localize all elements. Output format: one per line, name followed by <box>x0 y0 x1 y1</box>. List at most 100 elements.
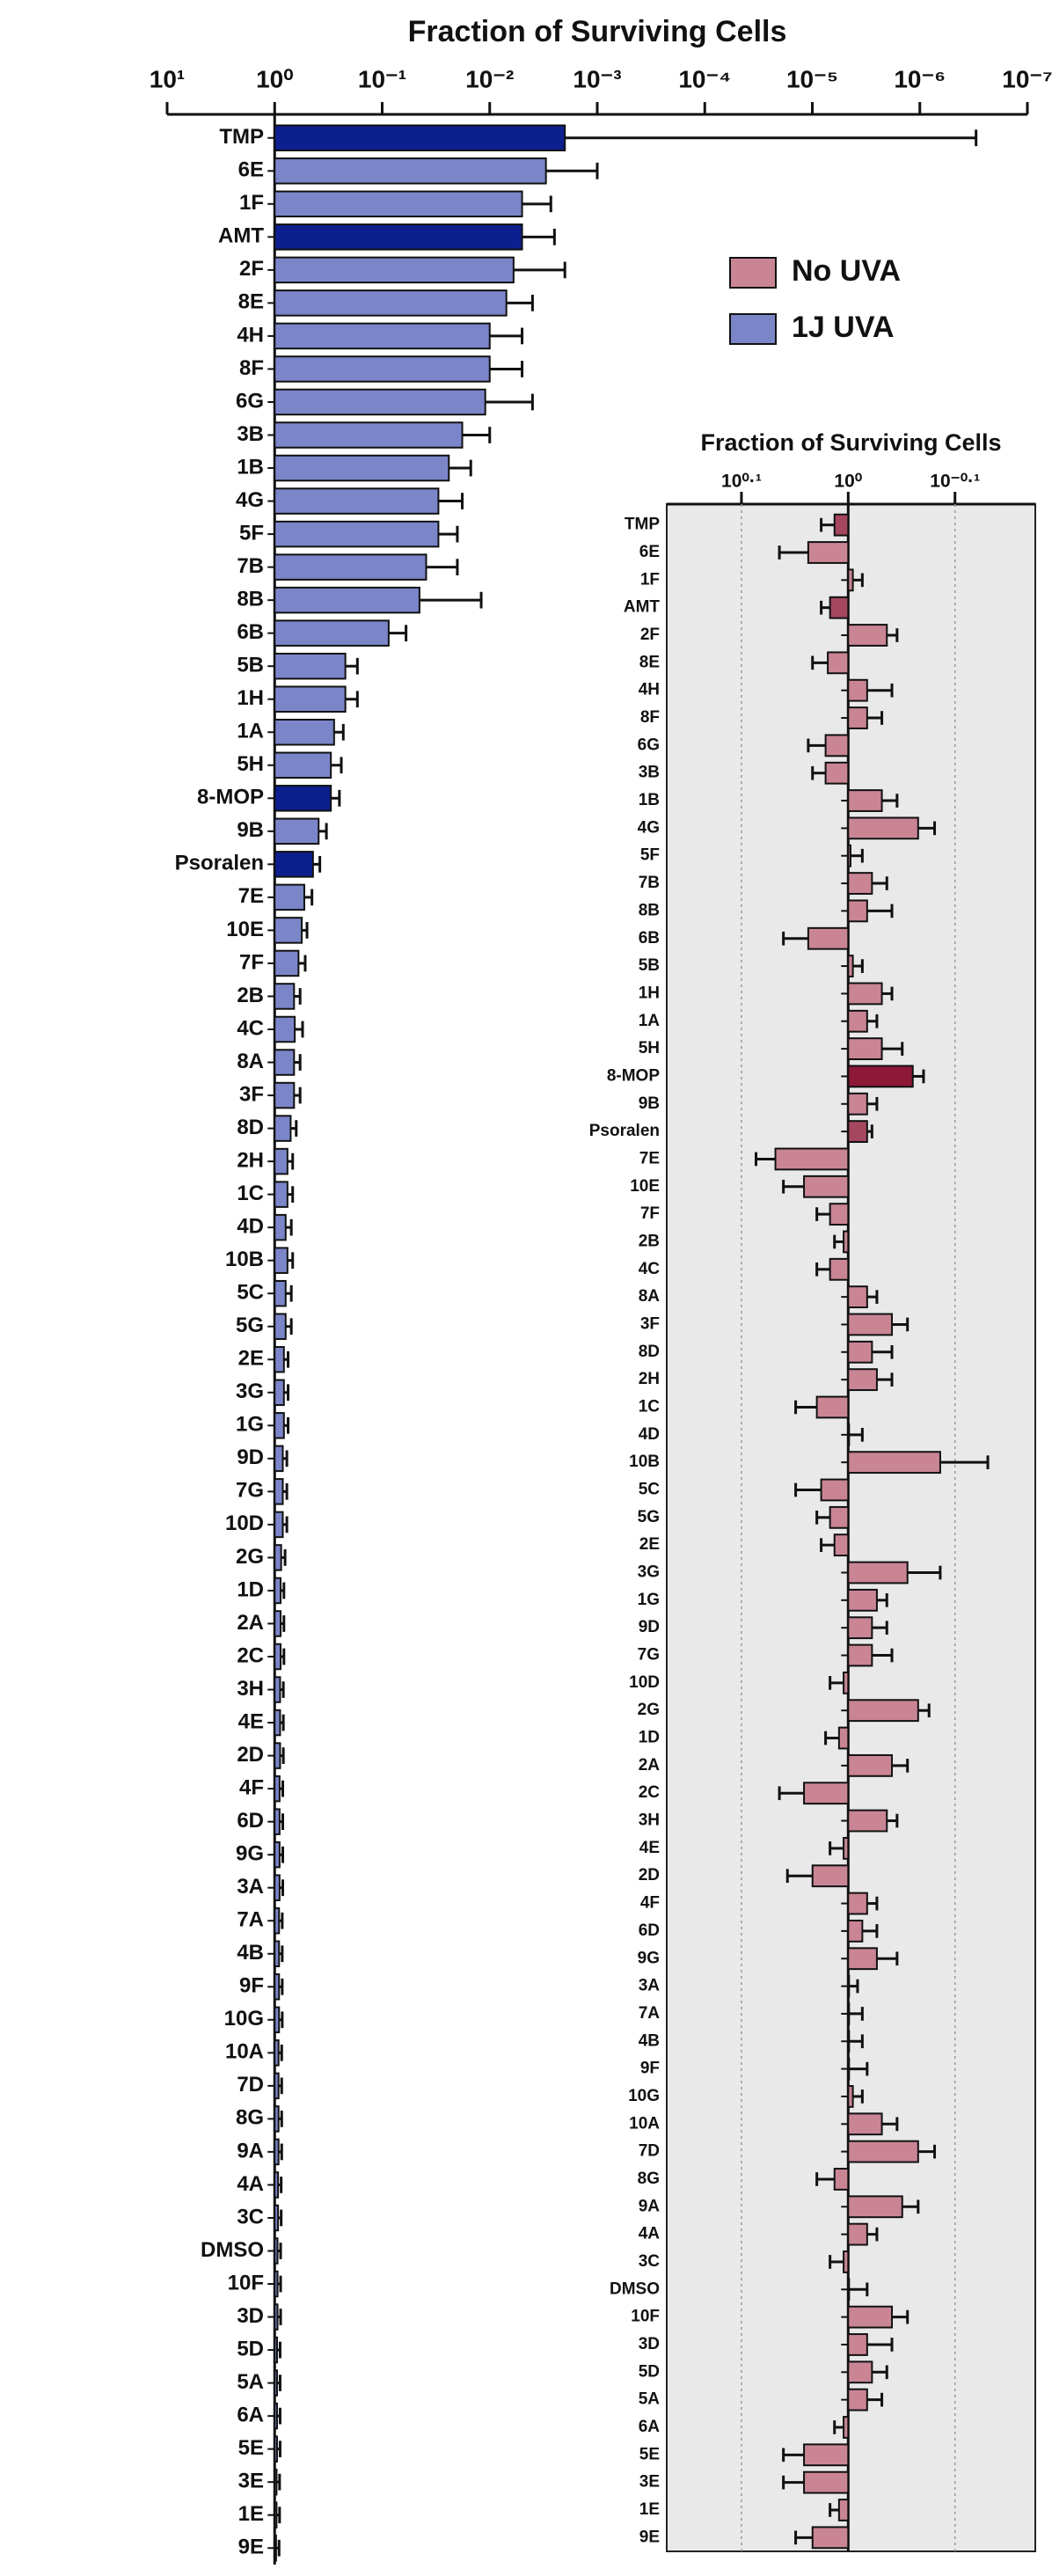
y-tick-label: 7D <box>639 2142 660 2161</box>
bar <box>274 652 347 680</box>
y-tick-label: 2F <box>640 626 660 644</box>
bar <box>274 2501 278 2528</box>
y-tick-label: 7E <box>238 884 264 908</box>
y-tick-label: 10G <box>628 2087 660 2105</box>
bar <box>847 955 854 977</box>
y-tick-label: 1G <box>638 1591 660 1609</box>
bar <box>847 2030 851 2053</box>
bar <box>847 624 888 647</box>
bar <box>847 2222 868 2246</box>
y-tick-label: 8A <box>639 1287 661 1306</box>
x-tick-label: 10⁻³ <box>573 65 621 92</box>
y-tick-label: 5B <box>237 654 264 677</box>
y-tick-label: 5A <box>639 2390 661 2409</box>
bar <box>274 1511 284 1539</box>
bar <box>847 2333 868 2356</box>
bar <box>847 1037 883 1060</box>
x-tick-label: 10⁻⁷ <box>1002 65 1052 92</box>
x-tick-label: 10⁻⁰·¹ <box>930 472 980 492</box>
bar <box>274 1478 284 1505</box>
bar <box>274 1906 281 1935</box>
y-tick-label: 3G <box>236 1379 264 1403</box>
y-tick-label: 4C <box>237 1016 264 1040</box>
y-tick-label: 7B <box>237 554 264 578</box>
y-tick-label: 1B <box>639 791 660 809</box>
bar <box>847 1616 873 1640</box>
y-tick-label: 2H <box>237 1148 264 1172</box>
y-tick-label: 5E <box>238 2436 264 2460</box>
bar <box>274 1610 282 1637</box>
y-tick-label: 2A <box>639 1756 661 1775</box>
bar <box>274 586 420 614</box>
bar <box>274 1279 287 1307</box>
y-tick-label: 2D <box>639 1866 660 1884</box>
bar <box>815 1395 850 1419</box>
bar <box>827 651 850 675</box>
y-tick-label: 4B <box>639 2031 660 2050</box>
y-tick-label: DMSO <box>201 2238 264 2262</box>
bar <box>847 1561 909 1584</box>
bar <box>774 1147 850 1171</box>
y-tick-label: 4A <box>639 2225 661 2243</box>
y-tick-label: 10A <box>629 2114 660 2133</box>
x-tick-label: 10¹ <box>150 65 185 92</box>
y-tick-label: 1A <box>639 1012 661 1030</box>
y-tick-label: Psoralen <box>589 1122 660 1140</box>
bar <box>274 1379 285 1407</box>
bar <box>274 1049 296 1076</box>
y-tick-label: 9E <box>639 2528 660 2546</box>
bar <box>274 2402 278 2430</box>
y-tick-label: 2A <box>237 1611 264 1635</box>
bar <box>274 1742 281 1769</box>
y-tick-label: 3D <box>237 2304 264 2328</box>
y-tick-label: 2G <box>638 1701 660 1719</box>
bar <box>837 1726 850 1750</box>
y-tick-label: 5F <box>640 846 660 865</box>
bar <box>274 1808 281 1835</box>
y-tick-label: 5H <box>237 752 264 776</box>
bar <box>274 1775 281 1803</box>
bar <box>847 1974 851 1998</box>
y-tick-label: 4G <box>236 488 264 512</box>
y-tick-label: 10E <box>630 1177 660 1196</box>
y-tick-label: 5E <box>639 2445 660 2463</box>
bar <box>274 388 486 416</box>
bar <box>803 1782 850 1805</box>
y-tick-label: 10E <box>226 918 264 941</box>
bar <box>274 1213 287 1241</box>
bar <box>847 1009 868 1033</box>
y-tick-label: 2F <box>239 257 264 281</box>
bar <box>847 1092 868 1116</box>
bar <box>847 1423 851 1446</box>
y-tick-label: 5F <box>239 521 264 545</box>
y-tick-label: 10B <box>629 1453 660 1471</box>
bar <box>274 421 464 449</box>
x-tick-label: 10⁻¹ <box>358 65 406 92</box>
bar <box>847 982 883 1006</box>
y-tick-label: 3C <box>237 2205 264 2228</box>
y-tick-label: 8G <box>236 2106 264 2130</box>
y-tick-label: 6E <box>639 543 660 561</box>
y-tick-label: 4F <box>239 1775 264 1799</box>
y-tick-label: 8A <box>237 1050 264 1073</box>
bar <box>274 1874 281 1901</box>
bar <box>847 2140 919 2163</box>
bar <box>803 2470 850 2494</box>
y-tick-label: 9F <box>640 2060 660 2078</box>
bar <box>824 761 850 785</box>
bar <box>847 2085 854 2108</box>
y-tick-label: 7B <box>639 874 660 892</box>
bar <box>847 706 868 729</box>
bar <box>274 2006 281 2034</box>
bar <box>847 899 868 923</box>
y-tick-label: 2C <box>639 1783 661 1802</box>
bar <box>847 816 919 840</box>
bar <box>274 322 491 350</box>
y-tick-label: 1F <box>640 570 660 589</box>
y-tick-label: 6A <box>639 2418 661 2436</box>
bar <box>847 1947 878 1971</box>
y-tick-label: 4E <box>639 1839 660 1857</box>
y-tick-label: 1C <box>639 1397 661 1416</box>
bar <box>274 983 296 1010</box>
bar <box>274 1445 284 1473</box>
